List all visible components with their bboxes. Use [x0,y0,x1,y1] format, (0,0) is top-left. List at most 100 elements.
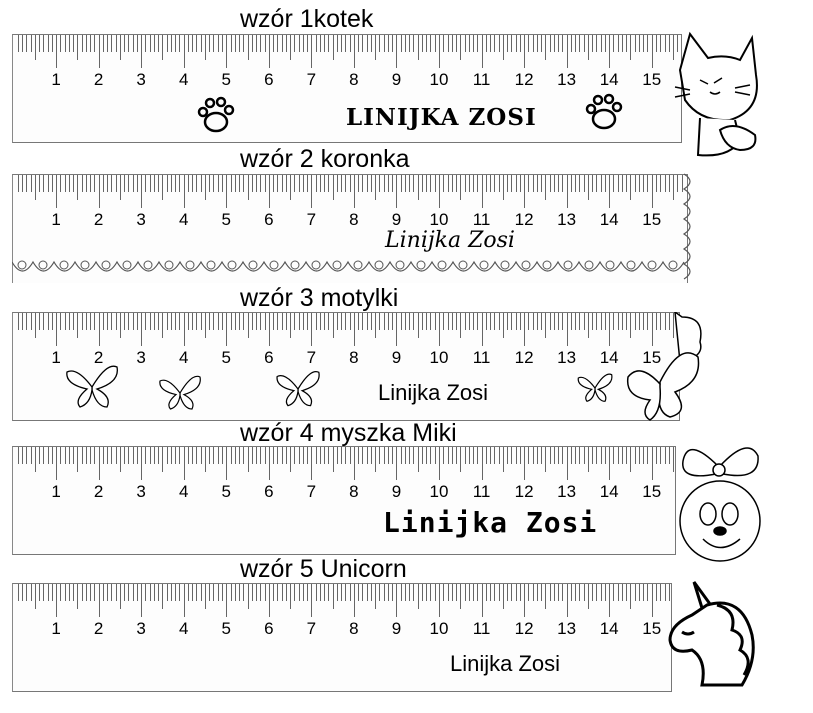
mm-tick [196,313,198,330]
mm-tick [485,35,487,52]
cm-tick [141,313,143,346]
cm-tick [651,584,653,617]
scale-number: 7 [306,619,317,638]
mm-tick [519,584,521,601]
mm-tick [511,313,513,330]
mm-tick [128,584,130,601]
mm-tick [234,175,236,192]
mm-tick [392,313,394,330]
mm-tick [243,35,245,52]
mm-tick [39,313,41,330]
mm-tick [519,313,521,330]
half-cm-tick [119,447,121,472]
cat-icon [674,31,758,157]
unicorn-icon [668,581,755,687]
mm-tick [68,584,70,601]
mm-tick [451,313,453,330]
mm-tick [430,313,432,330]
scale-number: 15 [642,210,662,229]
mm-tick [477,35,479,52]
half-cm-tick [34,447,36,472]
cm-tick [481,175,483,208]
mm-tick [324,313,326,330]
mm-tick [281,35,283,52]
mm-tick [600,447,602,464]
half-cm-tick [77,313,79,338]
half-cm-tick [247,313,249,338]
half-cm-tick [247,447,249,472]
mm-tick [468,35,470,52]
cm-tick [226,584,228,617]
half-cm-tick [502,175,504,200]
half-cm-tick [290,313,292,338]
mm-tick [490,35,492,52]
mm-tick [315,35,317,52]
mm-tick [515,313,517,330]
mm-tick [621,447,623,464]
mm-tick [638,584,640,601]
cm-tick [439,35,440,68]
scale-number: 2 [93,70,104,89]
mm-tick [264,447,266,464]
mm-tick [239,35,240,52]
mm-tick [341,175,343,192]
mm-tick [345,35,347,52]
mm-tick [102,175,104,192]
mm-tick [30,313,32,330]
mm-tick [239,175,240,192]
scale-number: 8 [349,619,359,638]
cm-tick [609,313,611,346]
mm-tick [132,584,134,601]
mm-tick [519,35,521,52]
mm-tick [468,175,470,192]
mm-tick [187,447,189,464]
mm-tick [328,447,330,464]
mm-tick [660,35,662,52]
mm-tick [298,447,300,464]
mm-tick [336,584,338,601]
cm-tick [311,584,313,617]
mm-tick [264,584,266,601]
mm-tick [536,313,538,330]
mm-tick [570,35,572,52]
mm-tick [596,313,598,330]
mm-tick [102,35,104,52]
half-cm-tick [545,313,547,338]
mm-tick [149,447,151,464]
cm-tick [566,175,568,208]
mm-tick [328,584,330,601]
mm-tick [583,175,585,192]
mm-tick [341,313,343,330]
mm-tick [128,313,130,330]
half-cm-tick [204,447,206,472]
mm-tick [64,584,66,601]
mm-tick [498,584,500,601]
mm-tick [251,584,253,601]
mm-tick [22,313,23,330]
mm-tick [107,584,109,601]
half-cm-tick [460,35,462,60]
mm-tick [647,447,649,464]
mm-tick [200,313,202,330]
half-cm-tick [375,175,377,200]
cm-tick [98,447,100,480]
mm-tick [579,175,581,192]
mm-tick [336,313,338,330]
mm-tick [621,175,623,192]
mm-tick [51,35,53,52]
scale-number: 5 [221,482,231,501]
mm-tick [328,35,330,52]
mm-tick [158,35,160,52]
mm-tick [102,313,104,330]
mm-tick [421,584,423,601]
mm-tick [660,175,662,192]
half-cm-tick [119,35,121,60]
mm-tick [451,584,453,601]
mm-tick [170,313,172,330]
mm-tick [451,35,453,52]
cm-tick [141,584,143,617]
mm-tick [277,35,279,52]
butterfly-icon [159,375,201,410]
mm-tick [302,313,304,330]
lace-hole [458,260,468,270]
